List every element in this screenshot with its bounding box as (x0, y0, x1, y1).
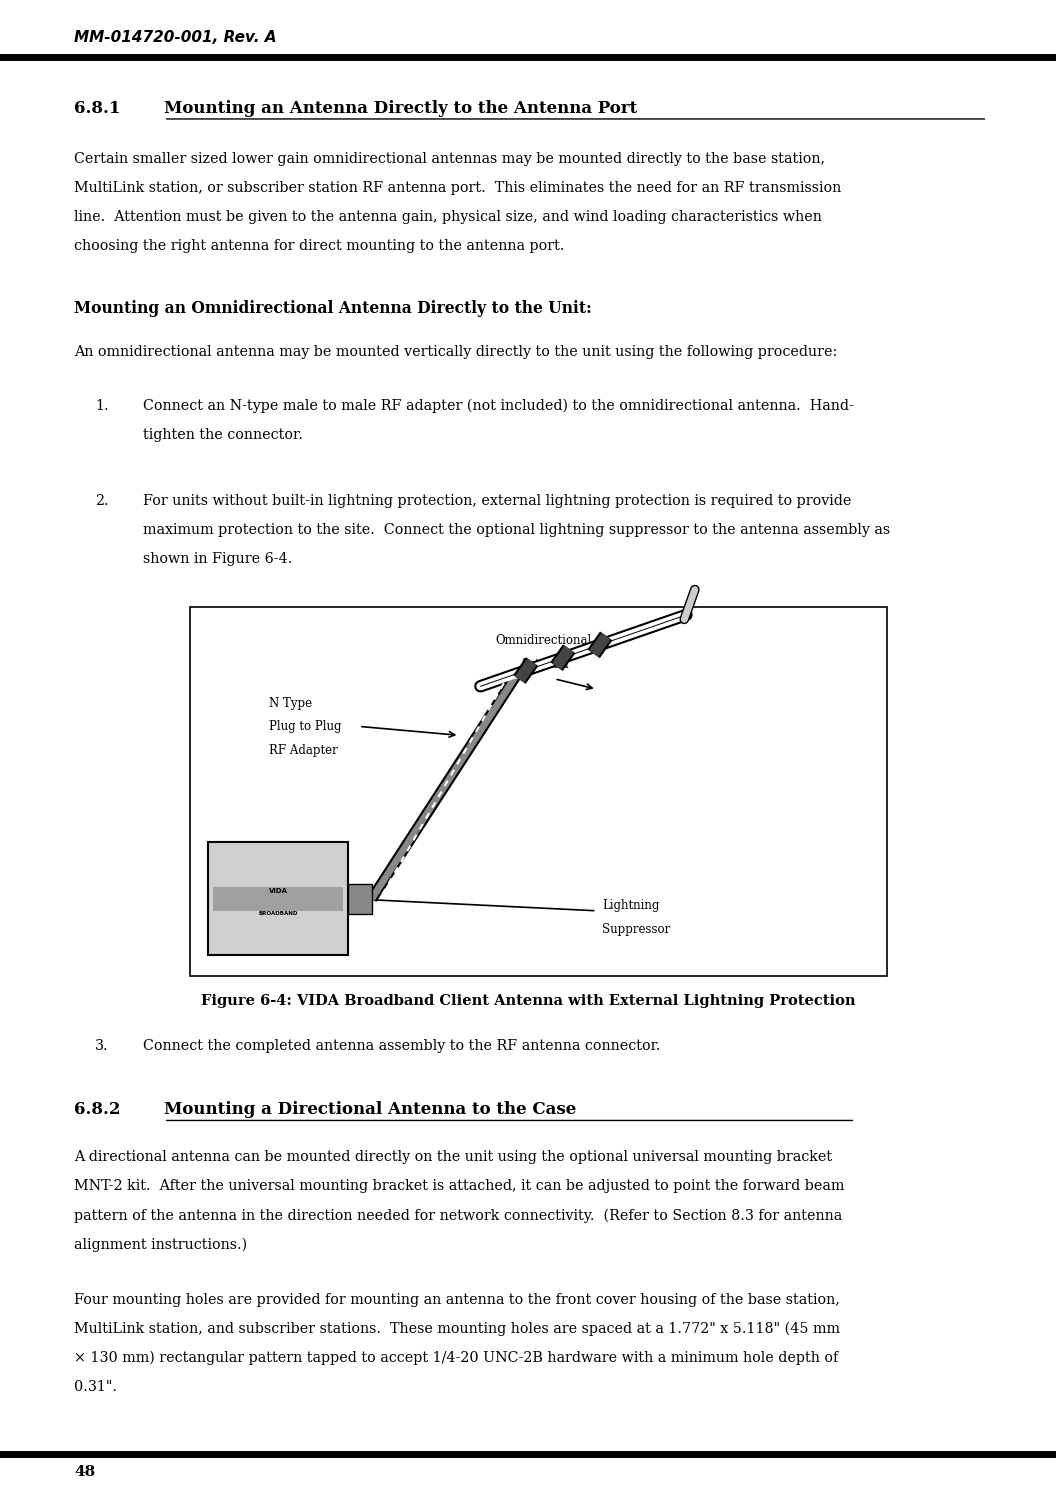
Text: choosing the right antenna for direct mounting to the antenna port.: choosing the right antenna for direct mo… (74, 238, 564, 253)
Text: shown in Figure 6-4.: shown in Figure 6-4. (143, 552, 291, 565)
Text: tighten the connector.: tighten the connector. (143, 428, 302, 442)
Text: An omnidirectional antenna may be mounted vertically directly to the unit using : An omnidirectional antenna may be mounte… (74, 345, 837, 358)
Text: Omnidirectional: Omnidirectional (495, 635, 592, 647)
Text: Mounting an Antenna Directly to the Antenna Port: Mounting an Antenna Directly to the Ante… (164, 100, 637, 116)
Text: 6.8.2: 6.8.2 (74, 1102, 120, 1118)
Text: BROADBAND: BROADBAND (259, 912, 298, 916)
Text: Figure 6-4: VIDA Broadband Client Antenna with External Lightning Protection: Figure 6-4: VIDA Broadband Client Antenn… (201, 995, 855, 1008)
Text: Suppressor: Suppressor (602, 923, 671, 935)
Text: 0.31".: 0.31". (74, 1380, 117, 1393)
Text: VIDA: VIDA (269, 888, 287, 895)
Text: MNT-2 kit.  After the universal mounting bracket is attached, it can be adjusted: MNT-2 kit. After the universal mounting … (74, 1179, 845, 1193)
Text: 1.: 1. (95, 399, 109, 412)
Text: A directional antenna can be mounted directly on the unit using the optional uni: A directional antenna can be mounted dir… (74, 1151, 832, 1164)
Text: Four mounting holes are provided for mounting an antenna to the front cover hous: Four mounting holes are provided for mou… (74, 1294, 840, 1307)
Text: Connect the completed antenna assembly to the RF antenna connector.: Connect the completed antenna assembly t… (143, 1039, 660, 1053)
Text: Antenna: Antenna (520, 659, 568, 671)
Bar (190, 608, 887, 977)
Text: 6.8.1: 6.8.1 (74, 100, 120, 116)
Text: Mounting a Directional Antenna to the Case: Mounting a Directional Antenna to the Ca… (164, 1102, 576, 1118)
Text: Certain smaller sized lower gain omnidirectional antennas may be mounted directl: Certain smaller sized lower gain omnidir… (74, 152, 825, 165)
Text: 2.: 2. (95, 494, 109, 507)
Text: Mounting an Omnidirectional Antenna Directly to the Unit:: Mounting an Omnidirectional Antenna Dire… (74, 300, 591, 317)
Text: N Type: N Type (269, 697, 313, 709)
Text: Lightning: Lightning (602, 900, 659, 912)
Text: line.  Attention must be given to the antenna gain, physical size, and wind load: line. Attention must be given to the ant… (74, 210, 822, 223)
Text: alignment instructions.): alignment instructions.) (74, 1237, 247, 1252)
Text: 48: 48 (74, 1465, 95, 1478)
Text: MM-014720-001, Rev. A: MM-014720-001, Rev. A (74, 30, 277, 45)
Text: Plug to Plug: Plug to Plug (269, 721, 342, 733)
Bar (213, 886, 343, 910)
Bar (208, 843, 348, 956)
Text: MultiLink station, and subscriber stations.  These mounting holes are spaced at : MultiLink station, and subscriber statio… (74, 1322, 840, 1337)
Text: MultiLink station, or subscriber station RF antenna port.  This eliminates the n: MultiLink station, or subscriber station… (74, 180, 842, 195)
Text: maximum protection to the site.  Connect the optional lightning suppressor to th: maximum protection to the site. Connect … (143, 523, 890, 537)
Text: pattern of the antenna in the direction needed for network connectivity.  (Refer: pattern of the antenna in the direction … (74, 1209, 843, 1222)
Text: For units without built-in lightning protection, external lightning protection i: For units without built-in lightning pro… (143, 494, 851, 507)
Text: × 130 mm) rectangular pattern tapped to accept 1/4-20 UNC-2B hardware with a min: × 130 mm) rectangular pattern tapped to … (74, 1352, 838, 1365)
Text: 3.: 3. (95, 1039, 109, 1053)
Text: RF Adapter: RF Adapter (269, 745, 338, 757)
Bar (348, 885, 372, 913)
Text: Connect an N-type male to male RF adapter (not included) to the omnidirectional : Connect an N-type male to male RF adapte… (143, 399, 853, 413)
